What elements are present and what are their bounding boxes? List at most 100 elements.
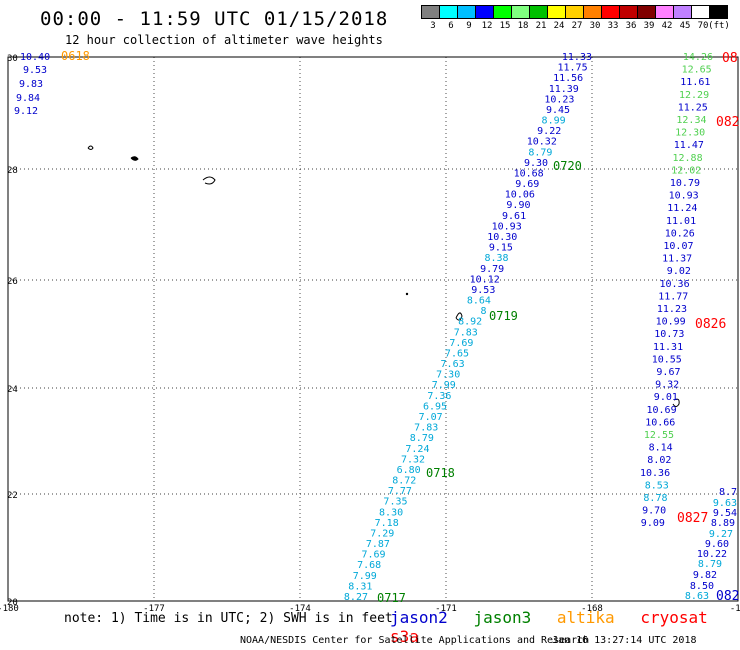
swh-value: 9.69 — [515, 179, 539, 190]
swh-value: 6.95 — [423, 401, 447, 412]
lat-tick-label: 20 — [7, 598, 18, 608]
swh-value: 8.63 — [685, 591, 709, 602]
legend-swatch — [475, 5, 494, 19]
legend-label: 39 — [643, 21, 655, 31]
swh-value: 7.69 — [361, 550, 385, 561]
swh-value: 11.56 — [553, 73, 583, 84]
swh-value: 9.84 — [16, 93, 40, 104]
legend-label: 15 — [499, 21, 511, 31]
legend-label: 42 — [661, 21, 673, 31]
swh-value: 10.36 — [640, 468, 670, 479]
swh-value: 8.78 — [643, 493, 667, 504]
track-time-label: 0826 — [695, 317, 726, 332]
legend-label: 12 — [481, 21, 493, 31]
swh-value: 8.50 — [690, 581, 714, 592]
island-shape — [672, 398, 680, 407]
swh-value: 8.92 — [458, 317, 482, 328]
swh-value: 11.77 — [658, 291, 688, 302]
legend-swatch — [655, 5, 674, 19]
legend-swatch — [457, 5, 476, 19]
track-time-label: 0827 — [677, 511, 708, 526]
legend-swatch — [529, 5, 548, 19]
swh-value: 12.55 — [644, 430, 674, 441]
island-shape — [130, 156, 139, 161]
swh-value: 7.77 — [388, 486, 412, 497]
satellite-jason2: jason2 — [390, 608, 448, 627]
legend-swatch — [619, 5, 638, 19]
swh-value: 10.26 — [665, 228, 695, 239]
swh-value: 9.30 — [524, 158, 548, 169]
swh-value: 10.22 — [697, 549, 727, 560]
swh-value: 7.63 — [441, 359, 465, 370]
swh-value: 14.26 — [683, 52, 713, 63]
swh-value: 8.02 — [647, 455, 671, 466]
swh-value: 8.14 — [649, 443, 673, 454]
swh-value: 9.02 — [667, 266, 691, 277]
swh-value: 9.12 — [14, 106, 38, 117]
swh-value: 9.60 — [705, 539, 729, 550]
swh-value: 10.30 — [487, 232, 517, 243]
swh-value: 9.79 — [480, 264, 504, 275]
color-legend — [421, 5, 728, 19]
island-shape — [202, 176, 216, 185]
swh-value: 11.33 — [562, 52, 592, 63]
swh-value: 9.53 — [471, 285, 495, 296]
swh-value: 12.29 — [679, 90, 709, 101]
legend-swatch — [601, 5, 620, 19]
swh-value: 10.93 — [669, 191, 699, 202]
track-time-label: 082 — [716, 115, 739, 130]
legend-label: 18 — [517, 21, 529, 31]
swh-value: 9.27 — [709, 529, 733, 540]
swh-value: 9.53 — [23, 65, 47, 76]
swh-value: 8.99 — [542, 116, 566, 127]
legend-swatch — [511, 5, 530, 19]
legend-label: 21 — [535, 21, 547, 31]
swh-value: 12.88 — [672, 153, 702, 164]
swh-value: 7.83 — [414, 423, 438, 434]
swh-value: 10.32 — [527, 137, 557, 148]
satellite-legend: jason2 jason3 altika cryosat s3a — [390, 608, 740, 646]
swh-value: 11.01 — [666, 216, 696, 227]
island-shape — [405, 292, 409, 296]
legend-label: 30 — [589, 21, 601, 31]
swh-value: 10.79 — [670, 178, 700, 189]
island-shape — [455, 312, 463, 321]
map-frame — [7, 56, 739, 602]
legend-label: 36 — [625, 21, 637, 31]
legend-swatch — [421, 5, 440, 19]
swh-value: 7.30 — [436, 370, 460, 381]
swh-value: 9.61 — [502, 211, 526, 222]
swh-value: 7.65 — [445, 348, 469, 359]
island-shape — [87, 145, 94, 150]
lat-tick-label: 24 — [7, 385, 18, 395]
swh-value: 7.36 — [427, 391, 451, 402]
swh-value: 9.45 — [546, 105, 570, 116]
swh-value: 10.12 — [470, 274, 500, 285]
swh-value: 8.64 — [467, 296, 491, 307]
swh-value: 7.68 — [357, 560, 381, 571]
swh-value: 11.37 — [662, 254, 692, 265]
swh-value: 9.01 — [654, 392, 678, 403]
swh-value: 9.82 — [693, 570, 717, 581]
timestamp-text: Jan 16 13:27:14 UTC 2018 — [552, 635, 697, 646]
swh-value: 7.99 — [353, 571, 377, 582]
swh-value: 9.54 — [713, 508, 737, 519]
swh-value: 11.25 — [678, 102, 708, 113]
lat-tick-label: 26 — [7, 277, 18, 287]
swh-value: 10.07 — [663, 241, 693, 252]
swh-value: 10.66 — [645, 417, 675, 428]
legend-swatch — [691, 5, 710, 19]
swh-value: 12.65 — [682, 65, 712, 76]
swh-value: 10.23 — [544, 94, 574, 105]
legend-label: 3 — [430, 21, 436, 31]
satellite-altika: altika — [556, 608, 615, 627]
satellite-cryosat: cryosat — [640, 608, 708, 627]
legend-label: 6 — [448, 21, 454, 31]
swh-value: 9.67 — [656, 367, 680, 378]
swh-value: 11.39 — [549, 84, 579, 95]
swh-value: 10.68 — [514, 168, 544, 179]
legend-label: 24 — [553, 21, 565, 31]
swh-value: 7.29 — [370, 528, 394, 539]
swh-value: 10.93 — [492, 221, 522, 232]
